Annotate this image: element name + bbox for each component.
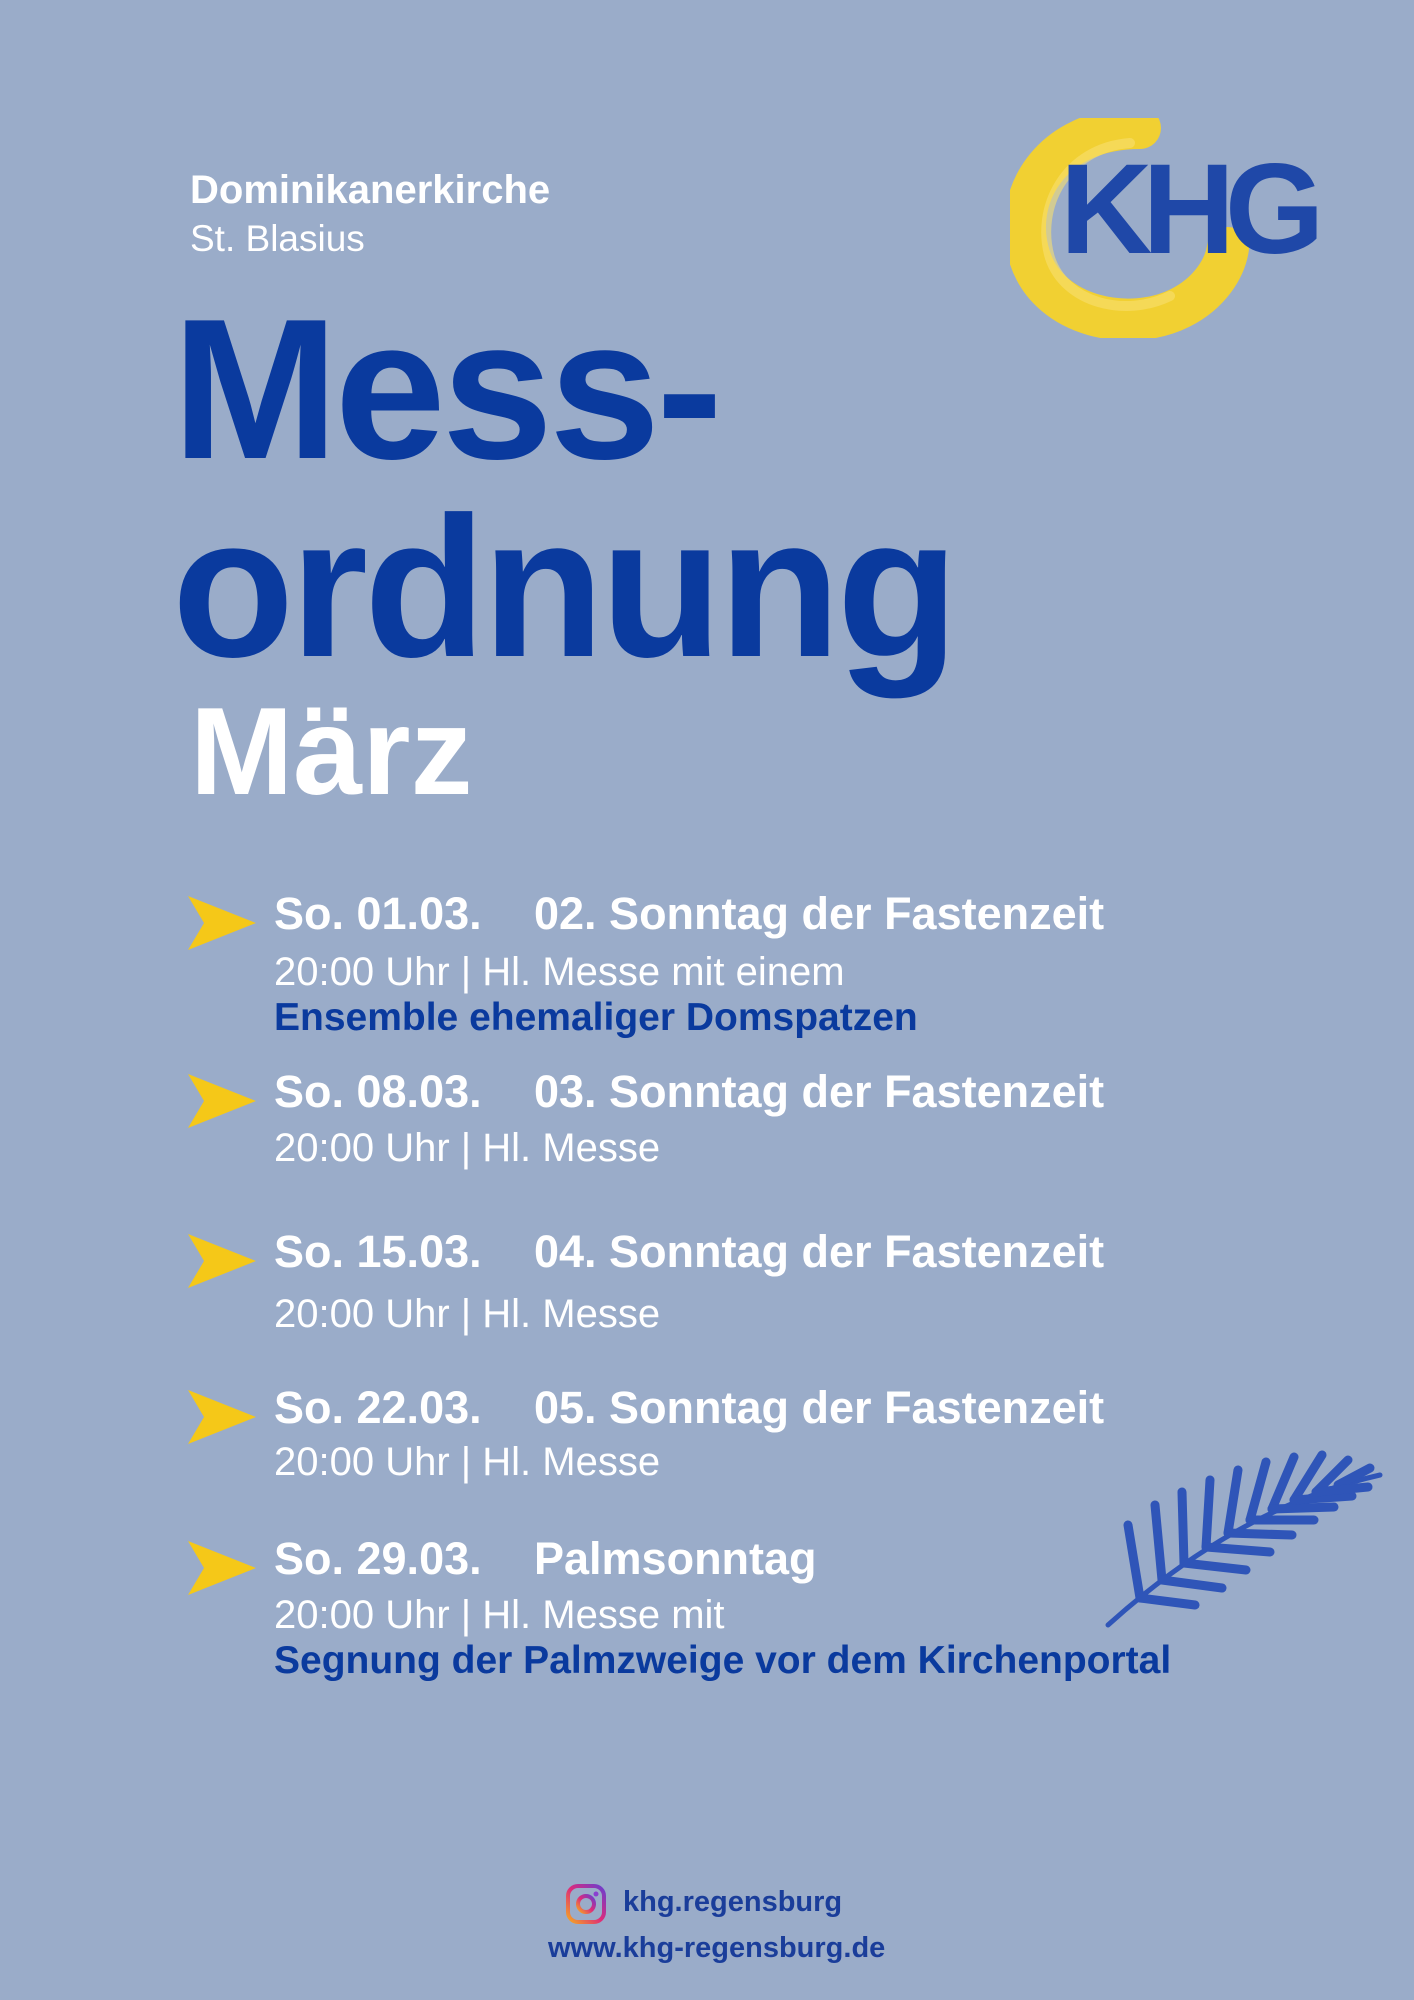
- event-date: So. 08.03.: [274, 1066, 482, 1117]
- event-name: 04. Sonntag der Fastenzeit: [534, 1226, 1105, 1277]
- page-title-line-1: Mess-: [172, 278, 723, 501]
- event-extra: Ensemble ehemaliger Domspatzen: [274, 996, 918, 1039]
- event-detail: 20:00 Uhr | Hl. Messe: [274, 1126, 661, 1170]
- arrow-icon: [188, 1074, 256, 1128]
- event-detail: 20:00 Uhr | Hl. Messe mit einem: [274, 950, 845, 994]
- event-name: 03. Sonntag der Fastenzeit: [534, 1066, 1105, 1117]
- event-heading: So. 01.03. 02. Sonntag der Fastenzeit: [274, 888, 1104, 940]
- logo-ring-icon: [1004, 107, 1249, 341]
- event-detail: 20:00 Uhr | Hl. Messe: [274, 1292, 661, 1336]
- arrow-icon: [188, 896, 256, 950]
- month-label: März: [190, 683, 473, 821]
- event-extra: Segnung der Palmzweige vor dem Kirchenpo…: [274, 1639, 1172, 1682]
- church-name: Dominikanerkirche: [190, 168, 551, 212]
- event-date: So. 15.03.: [274, 1226, 482, 1277]
- event-heading: So. 22.03. 05. Sonntag der Fastenzeit: [274, 1382, 1104, 1434]
- logo-text: KHG: [1060, 138, 1324, 281]
- event-name: Palmsonntag: [534, 1533, 817, 1584]
- instagram-icon[interactable]: [565, 1883, 607, 1925]
- palm-leaf-icon: [1105, 1450, 1383, 1628]
- arrow-icon: [188, 1541, 256, 1595]
- event-name: 05. Sonntag der Fastenzeit: [534, 1382, 1105, 1433]
- arrow-icon: [188, 1234, 256, 1288]
- event-heading: So. 29.03. Palmsonntag: [274, 1533, 817, 1585]
- khg-logo: KHG: [1004, 107, 1324, 341]
- website-link[interactable]: www.khg-regensburg.de: [548, 1932, 886, 1964]
- arrow-icon: [188, 1390, 256, 1444]
- event-date: So. 01.03.: [274, 888, 482, 939]
- event-date: So. 29.03.: [274, 1533, 482, 1584]
- event-heading: So. 08.03. 03. Sonntag der Fastenzeit: [274, 1066, 1104, 1118]
- event-detail: 20:00 Uhr | Hl. Messe mit: [274, 1593, 725, 1637]
- event-name: 02. Sonntag der Fastenzeit: [534, 888, 1105, 939]
- instagram-handle-link[interactable]: khg.regensburg: [623, 1886, 843, 1918]
- event-date: So. 22.03.: [274, 1382, 482, 1433]
- event-detail: 20:00 Uhr | Hl. Messe: [274, 1440, 661, 1484]
- church-subtitle: St. Blasius: [190, 218, 365, 259]
- event-heading: So. 15.03. 04. Sonntag der Fastenzeit: [274, 1226, 1104, 1278]
- page-title-line-2: ordnung: [172, 476, 959, 699]
